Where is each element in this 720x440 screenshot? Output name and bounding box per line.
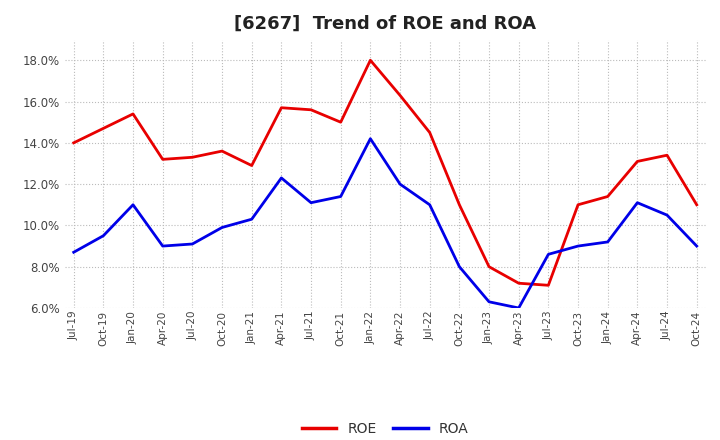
ROE: [366, 58, 374, 63]
ROE: [544, 282, 553, 288]
ROE: [158, 157, 167, 162]
ROA: [485, 299, 493, 304]
Line: ROE: ROE: [73, 60, 697, 285]
ROA: [396, 181, 405, 187]
ROA: [603, 239, 612, 245]
ROA: [693, 243, 701, 249]
ROA: [188, 242, 197, 247]
ROA: [99, 233, 108, 238]
ROA: [574, 243, 582, 249]
ROA: [307, 200, 315, 205]
Line: ROA: ROA: [73, 139, 697, 308]
ROE: [455, 202, 464, 207]
ROA: [426, 202, 434, 207]
ROA: [129, 202, 138, 207]
ROA: [366, 136, 374, 141]
ROA: [544, 252, 553, 257]
ROE: [217, 148, 226, 154]
ROE: [99, 126, 108, 131]
ROE: [129, 111, 138, 117]
ROA: [158, 243, 167, 249]
ROE: [662, 153, 671, 158]
ROE: [426, 130, 434, 135]
ROE: [69, 140, 78, 146]
ROE: [277, 105, 286, 110]
ROE: [336, 120, 345, 125]
ROE: [603, 194, 612, 199]
ROE: [307, 107, 315, 113]
ROE: [693, 202, 701, 207]
ROA: [69, 249, 78, 255]
ROE: [396, 93, 405, 98]
ROE: [188, 154, 197, 160]
ROA: [217, 225, 226, 230]
ROA: [277, 175, 286, 180]
ROE: [485, 264, 493, 269]
ROA: [662, 213, 671, 218]
ROA: [514, 305, 523, 311]
ROA: [336, 194, 345, 199]
Legend: ROE, ROA: ROE, ROA: [296, 417, 474, 440]
ROA: [455, 264, 464, 269]
ROE: [574, 202, 582, 207]
ROE: [514, 281, 523, 286]
ROE: [633, 159, 642, 164]
Title: [6267]  Trend of ROE and ROA: [6267] Trend of ROE and ROA: [234, 15, 536, 33]
ROA: [633, 200, 642, 205]
ROE: [248, 163, 256, 168]
ROA: [248, 216, 256, 222]
